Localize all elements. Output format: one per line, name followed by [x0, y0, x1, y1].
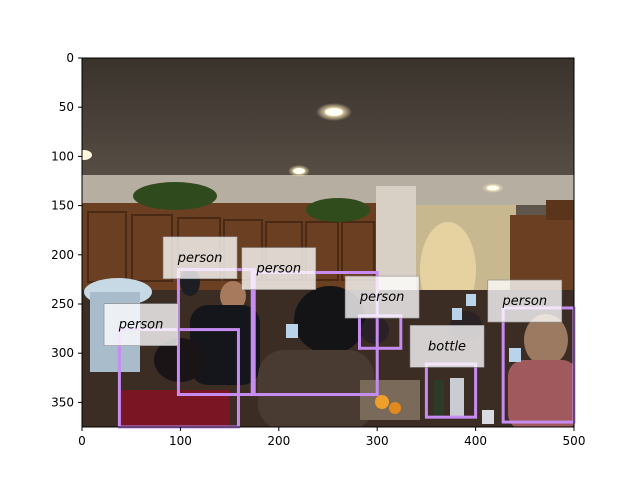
y-tick-label: 200	[51, 248, 74, 262]
x-tick-label: 300	[366, 434, 389, 448]
plant-left	[133, 182, 217, 210]
y-tick-label: 250	[51, 297, 74, 311]
y-tick-label: 100	[51, 149, 74, 163]
person-hoodie	[258, 350, 374, 427]
detection-label-text: person	[502, 294, 548, 309]
axes-frame	[81, 57, 575, 428]
detection-label-person: person	[162, 236, 238, 280]
y-tick-label: 300	[51, 346, 74, 360]
detection-label-text: person	[359, 290, 405, 305]
x-tick-label: 500	[563, 434, 586, 448]
person-face	[220, 281, 246, 311]
y-tick-label: 150	[51, 199, 74, 213]
detection-label-text: person	[177, 251, 223, 266]
x-tick-label: 400	[464, 434, 487, 448]
y-tick-label: 0	[66, 51, 74, 65]
y-tick-label: 50	[59, 100, 74, 114]
x-tick-label: 0	[78, 434, 86, 448]
y-tick-label: 350	[51, 395, 74, 409]
detection-label-person: person	[487, 279, 563, 323]
detection-label-person: person	[103, 303, 179, 346]
detection-label-bottle: bottle	[409, 325, 485, 368]
x-tick-label: 200	[267, 434, 290, 448]
detection-label-text: person	[256, 262, 302, 277]
detection-label-person: person	[344, 275, 420, 319]
x-tick-label: 100	[169, 434, 192, 448]
detection-label-person: person	[241, 247, 317, 290]
plant-right	[306, 198, 370, 222]
detection-label-text: person	[118, 318, 164, 333]
detection-label-text: bottle	[428, 339, 466, 354]
red-shirt	[120, 390, 230, 427]
